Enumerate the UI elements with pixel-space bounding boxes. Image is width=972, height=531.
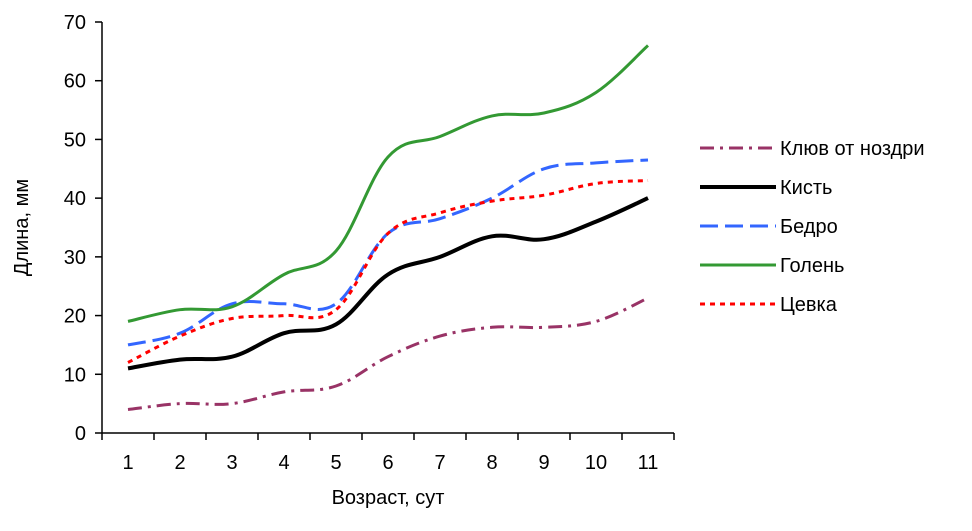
y-tick-label: 20 bbox=[64, 306, 86, 328]
y-tick-label: 30 bbox=[64, 247, 86, 269]
x-tick-label: 2 bbox=[174, 452, 185, 474]
series-line-клюв-от-ноздри bbox=[127, 296, 649, 411]
series-line-голень bbox=[127, 44, 649, 323]
x-tick-label: 1 bbox=[122, 452, 133, 474]
series-layer bbox=[127, 44, 649, 411]
x-tick-label: 5 bbox=[330, 452, 341, 474]
x-tick-label: 9 bbox=[538, 452, 549, 474]
y-tick-label: 0 bbox=[75, 423, 86, 445]
series-line-цевка bbox=[127, 179, 649, 364]
y-tick-label: 10 bbox=[64, 364, 86, 386]
legend-label: Цевка bbox=[780, 294, 838, 316]
x-tick-label: 3 bbox=[226, 452, 237, 474]
tick-labels: 0 10 20 30 40 50 60 70 1 2 3 4 5 6 7 8 9 10 11 bbox=[64, 12, 659, 474]
legend-label: Голень bbox=[780, 255, 844, 277]
legend-label: Кисть bbox=[780, 177, 832, 199]
x-tick-label: 7 bbox=[434, 452, 445, 474]
x-tick-label: 6 bbox=[382, 452, 393, 474]
y-tick-label: 40 bbox=[64, 188, 86, 210]
legend: Клюв от ноздри Кисть Бедро Голень Цевка bbox=[700, 138, 925, 316]
y-tick-label: 60 bbox=[64, 71, 86, 93]
y-tick-label: 50 bbox=[64, 129, 86, 151]
x-tick-label: 11 bbox=[638, 452, 659, 474]
x-tick-label: 8 bbox=[486, 452, 497, 474]
x-tick-label: 10 bbox=[585, 452, 607, 474]
legend-label: Клюв от ноздри bbox=[780, 138, 925, 160]
y-axis-title: Длина, мм bbox=[11, 179, 33, 276]
legend-label: Бедро bbox=[780, 216, 838, 238]
y-tick-label: 70 bbox=[64, 12, 86, 34]
axes bbox=[95, 21, 675, 440]
x-axis-title: Возраст, сут bbox=[332, 487, 445, 509]
x-tick-label: 4 bbox=[278, 452, 289, 474]
series-line-кисть bbox=[127, 196, 649, 371]
